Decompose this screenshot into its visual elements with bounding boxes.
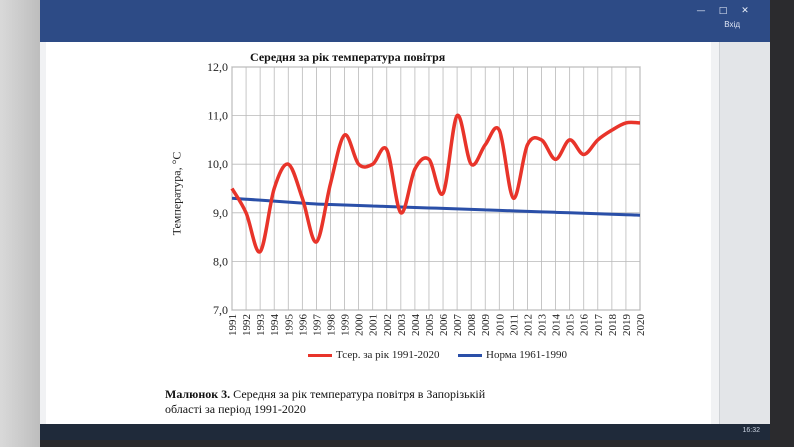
- x-tick-label: 1992: [241, 314, 253, 336]
- close-icon[interactable]: ✕: [741, 6, 749, 16]
- x-tick-label: 2000: [354, 314, 366, 337]
- caption-text: Середня за рік температура повітря в Зап…: [165, 387, 486, 416]
- series-line-annual-mean: [230, 113, 641, 254]
- x-tick-label: 2016: [579, 314, 591, 337]
- x-tick-label: 2009: [480, 314, 492, 337]
- x-tick-label: 2008: [466, 314, 478, 337]
- x-tick-label: 2015: [565, 314, 577, 337]
- sign-in-link[interactable]: Вхід: [724, 20, 740, 29]
- legend-label: Тсер. за рік 1991-2020: [336, 349, 440, 361]
- maximize-icon[interactable]: □: [718, 6, 728, 16]
- x-tick-label: 2006: [438, 314, 450, 337]
- taskbar: 16:32: [40, 424, 770, 440]
- x-tick-label: 2007: [452, 314, 464, 337]
- x-tick-label: 2005: [424, 314, 436, 337]
- y-tick-label: 11,0: [207, 109, 228, 123]
- minimize-icon[interactable]: —: [696, 6, 706, 16]
- x-tick-label: 2013: [537, 314, 549, 337]
- legend-swatch: [458, 353, 482, 357]
- legend-item-series-2: Норма 1961-1990: [458, 349, 567, 361]
- x-tick-label: 2003: [396, 314, 408, 337]
- x-tick-label: 2011: [508, 314, 520, 336]
- x-tick-label: 1999: [340, 314, 352, 337]
- x-tick-label: 1991: [227, 314, 239, 336]
- x-tick-label: 2017: [593, 314, 605, 337]
- window-titlebar: — □ ✕ Вхід: [40, 0, 770, 42]
- x-tick-label: 1993: [255, 314, 267, 337]
- legend-item-series-1: Тсер. за рік 1991-2020: [308, 349, 440, 361]
- side-panel: [719, 42, 770, 440]
- x-tick-label: 2020: [635, 314, 647, 337]
- x-tick-label: 1996: [297, 314, 309, 337]
- figure-caption: Малюнок 3. Середня за рік температура по…: [165, 387, 495, 417]
- monitor-bezel: [0, 0, 40, 447]
- y-tick-label: 12,0: [207, 60, 228, 74]
- x-tick-label: 2014: [551, 314, 563, 337]
- x-tick-label: 2001: [368, 314, 380, 336]
- x-tick-label: 1998: [325, 314, 337, 337]
- x-tick-label: 2012: [522, 314, 534, 336]
- y-tick-label: 8,0: [213, 254, 228, 268]
- x-tick-label: 1997: [311, 314, 323, 337]
- plot-area: [231, 66, 641, 311]
- x-tick-label: 2010: [494, 313, 506, 336]
- y-tick-label: 7,0: [213, 303, 228, 317]
- clock: 16:32: [742, 427, 760, 434]
- y-tick-label: 10,0: [207, 157, 228, 171]
- x-tick-label: 1994: [269, 314, 281, 337]
- x-tick-label: 1995: [283, 314, 295, 337]
- legend-label: Норма 1961-1990: [486, 349, 567, 361]
- chart-title: Середня за рік температура повітря: [250, 50, 446, 64]
- caption-label: Малюнок 3.: [165, 387, 231, 401]
- x-tick-label: 2019: [621, 314, 633, 337]
- x-tick-label: 2004: [410, 314, 422, 337]
- x-tick-label: 2002: [382, 314, 394, 336]
- y-tick-label: 9,0: [213, 206, 228, 220]
- series-line-norm: [231, 196, 641, 217]
- x-tick-label: 2018: [607, 314, 619, 337]
- legend-swatch: [308, 353, 332, 357]
